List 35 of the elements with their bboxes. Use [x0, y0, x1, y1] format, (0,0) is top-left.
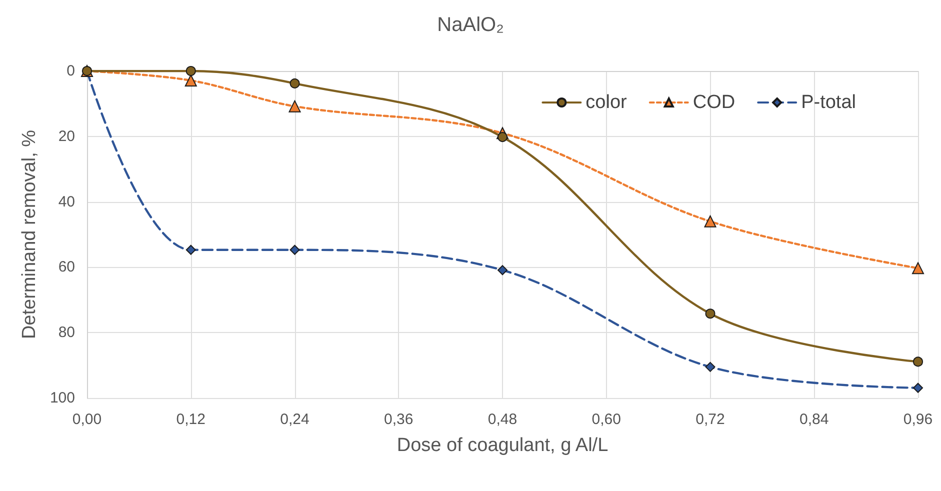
y-tick-label: 80: [58, 324, 75, 342]
point: [913, 356, 923, 367]
x-tick-label: 0,36: [384, 411, 414, 428]
legend-label: color: [586, 92, 628, 113]
y-tick-label: 100: [50, 390, 75, 406]
y-tick-label: 0: [66, 62, 75, 80]
x-tick-label: 0,48: [488, 411, 518, 428]
chart-title: NaAlO₂: [437, 14, 504, 36]
point: [498, 265, 508, 276]
x-tick-label: 0,84: [800, 411, 829, 428]
point: [186, 66, 196, 76]
point: [705, 362, 716, 372]
legend-label: P-total: [801, 92, 856, 113]
point: [290, 78, 300, 88]
x-tick-label: 0,96: [903, 411, 933, 428]
point: [705, 308, 716, 319]
x-tick-label: 0,24: [280, 411, 310, 428]
legend-label: COD: [692, 92, 736, 113]
x-axis-title: Dose of coagulant, g Al/L: [396, 435, 608, 456]
y-tick-label: 40: [58, 193, 75, 210]
x-tick-label: 0,12: [176, 411, 206, 428]
y-tick-label: 60: [58, 258, 75, 276]
point: [912, 262, 924, 274]
x-tick-label: 0,00: [72, 411, 102, 428]
y-axis-title: Determinand removal, %: [19, 130, 40, 340]
point: [913, 382, 923, 393]
x-tick-label: 0,60: [592, 411, 621, 428]
point: [704, 215, 716, 228]
point: [288, 100, 301, 112]
y-tick-label: 20: [58, 128, 75, 145]
point: [290, 244, 300, 255]
point: [184, 74, 197, 86]
point: [498, 132, 508, 142]
point: [186, 244, 196, 255]
x-tick-label: 0,72: [696, 411, 725, 428]
